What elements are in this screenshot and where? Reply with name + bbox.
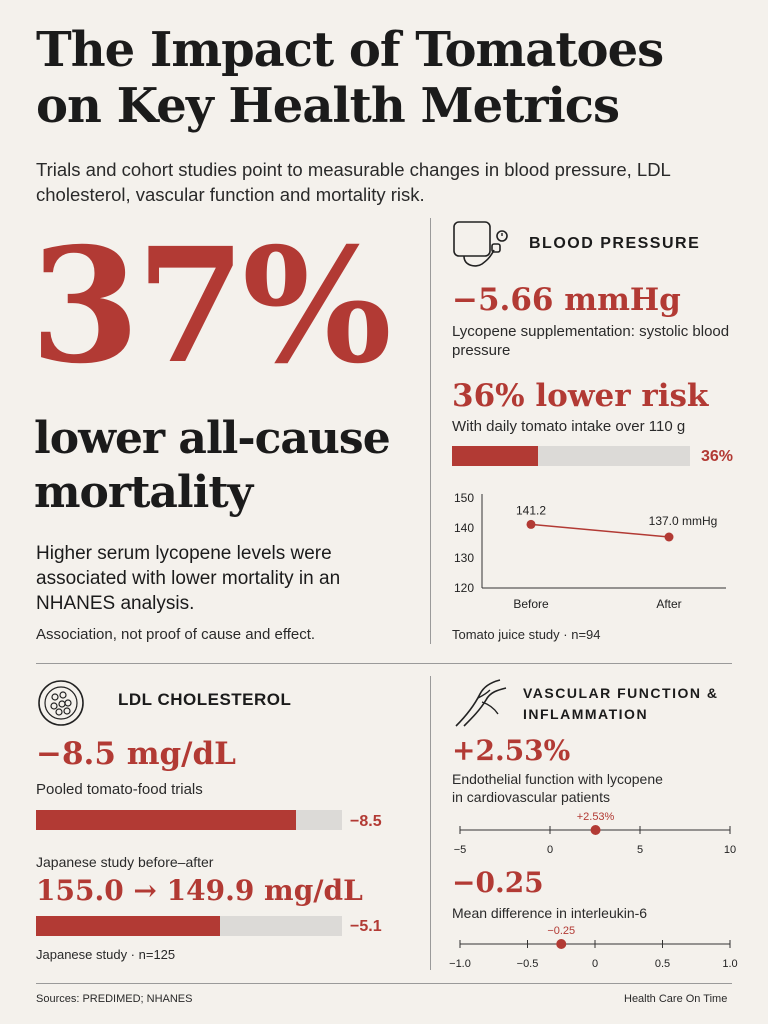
data-point — [556, 939, 567, 949]
risk-bar-track — [452, 446, 690, 466]
x-tick-label: −5 — [454, 844, 467, 856]
ldl-bar-1-label: −8.5 — [350, 813, 382, 830]
vascular-stat-2-desc: Mean difference in interleukin-6 — [452, 905, 648, 921]
divider-vertical-top — [430, 218, 431, 644]
mortality-headline-line-1: lower all-cause — [34, 413, 391, 464]
vascular-heading-line-2: INFLAMMATION — [523, 706, 649, 722]
series-line — [530, 523, 670, 538]
y-tick-label: 120 — [454, 581, 474, 595]
risk-bar-fill — [452, 446, 538, 466]
ldl-stat-1-desc: Pooled tomato-food trials — [36, 781, 203, 798]
blood-pressure-stat-1: −5.66 mmHg — [452, 282, 681, 318]
interleukin-dot-plot: −1.0 −0.5 0 0.5 1.0 −0.25 — [449, 925, 738, 970]
vascular-stat-1: +2.53% — [452, 734, 571, 767]
data-point — [664, 532, 674, 542]
page-subtitle: Trials and cohort studies point to measu… — [36, 159, 671, 205]
blood-pressure-icon — [452, 220, 512, 270]
blood-pressure-stat-2: 36% lower risk — [452, 378, 709, 414]
mortality-headline: lower all-cause mortality — [34, 412, 414, 520]
x-tick-label: 10 — [724, 844, 736, 856]
blood-pressure-stat-1-desc: Lycopene supplementation: systolic blood… — [452, 323, 730, 359]
divider-horizontal — [36, 663, 732, 664]
data-point — [590, 825, 601, 835]
ldl-bar-2-track — [36, 916, 342, 936]
ldl-bar-2-fill — [36, 916, 220, 936]
vascular-heading-line-1: VASCULAR FUNCTION & — [523, 685, 719, 701]
mortality-headline-line-2: mortality — [34, 467, 253, 518]
page-title: The Impact of Tomatoes on Key Health Met… — [36, 22, 736, 134]
y-tick-label: 150 — [454, 491, 474, 505]
x-tick-label: −0.5 — [517, 958, 539, 970]
endothelial-dot-plot: −5 0 5 10 +2.53% — [454, 811, 736, 856]
x-tick-label: After — [656, 597, 681, 611]
blood-vessel-icon — [452, 676, 512, 728]
cholesterol-icon — [36, 678, 86, 728]
data-label: +2.53% — [577, 811, 615, 823]
x-tick-label: 0 — [592, 958, 598, 970]
data-label: 141.2 — [516, 503, 546, 517]
footer-brand: Health Care On Time — [624, 993, 728, 1005]
data-label: 137.0 mmHg — [649, 514, 718, 528]
divider-footer — [36, 983, 732, 984]
vascular-stat-1-desc-line-2: in cardiovascular patients — [452, 789, 610, 805]
vascular-stat-1-desc-line-1: Endothelial function with lycopene — [452, 771, 663, 787]
blood-pressure-heading: BLOOD PRESSURE — [529, 235, 701, 252]
vascular-heading: VASCULAR FUNCTION & INFLAMMATION — [523, 683, 718, 725]
x-tick-label: 0 — [547, 844, 553, 856]
mortality-caveat: Association, not proof of cause and effe… — [36, 626, 316, 643]
title-line-1: The Impact of Tomatoes — [36, 22, 664, 78]
x-tick-label: 1.0 — [722, 958, 737, 970]
mortality-big-value: 37% — [30, 214, 392, 399]
y-tick-label: 130 — [454, 551, 474, 565]
mortality-description: Higher serum lycopene levels were associ… — [36, 543, 341, 614]
x-tick-label: 0.5 — [655, 958, 670, 970]
footer-sources: Sources: PREDIMED; NHANES — [36, 993, 193, 1005]
ldl-stat-2: 155.0 → 149.9 mg/dL — [36, 874, 363, 907]
y-tick-label: 140 — [454, 521, 474, 535]
divider-vertical-bottom — [430, 676, 431, 970]
ldl-footnote: Japanese study · n=125 — [36, 947, 176, 962]
vascular-stat-1-desc: Endothelial function with lycopene in ca… — [452, 770, 663, 806]
ldl-bar-2-label: −5.1 — [350, 918, 382, 935]
ldl-stat-1: −8.5 mg/dL — [36, 736, 236, 772]
bp-line-chart: 120 130 140 150 Before After 141.2 137.0 mmHg — [454, 491, 726, 611]
ldl-stat-2-desc: Japanese study before–after — [36, 854, 214, 870]
x-tick-label: Before — [513, 597, 549, 611]
ldl-bar-1-track — [36, 810, 342, 830]
risk-bar-label: 36% — [701, 448, 734, 465]
ldl-bar-1-fill — [36, 810, 297, 830]
bp-chart-footnote: Tomato juice study · n=94 — [452, 627, 601, 642]
ldl-heading: LDL CHOLESTEROL — [118, 690, 292, 709]
x-tick-label: −1.0 — [449, 958, 471, 970]
vascular-stat-2: −0.25 — [452, 866, 544, 899]
x-tick-label: 5 — [637, 844, 643, 856]
data-point — [526, 519, 536, 529]
title-line-2: on Key Health Metrics — [36, 78, 620, 134]
data-label: −0.25 — [547, 925, 575, 937]
blood-pressure-stat-2-desc: With daily tomato intake over 110 g — [452, 418, 686, 435]
